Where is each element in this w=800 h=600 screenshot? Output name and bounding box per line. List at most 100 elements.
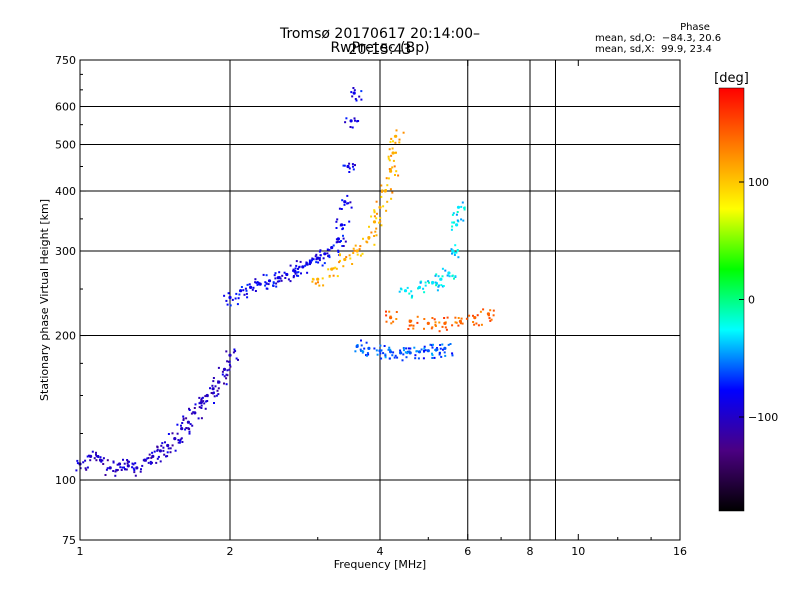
echo-point (381, 190, 383, 193)
echo-point (95, 459, 98, 462)
trace-point (456, 205, 461, 209)
echo-point (106, 467, 109, 470)
echo-point (262, 273, 265, 276)
echo-point (228, 368, 231, 371)
echo-point (115, 468, 118, 471)
echo-point (472, 314, 474, 317)
echo-point (297, 267, 299, 270)
echo-point (210, 392, 213, 394)
echo-point (328, 275, 331, 278)
echo-point (148, 453, 151, 456)
echo-point (181, 422, 184, 424)
echo-point (308, 259, 311, 262)
echo-point (414, 357, 417, 360)
echo-point (76, 459, 79, 462)
echo-point (254, 278, 257, 281)
echo-point (477, 324, 480, 327)
echo-point (112, 460, 115, 463)
echo-point (213, 395, 216, 398)
echo-point (402, 353, 405, 356)
echo-point (141, 464, 144, 467)
echo-point (368, 225, 370, 228)
echo-point (479, 310, 482, 313)
echo-point (344, 121, 347, 124)
echo-point (412, 327, 415, 330)
echo-point (151, 451, 154, 454)
echo-point (390, 154, 393, 157)
trace-point (217, 380, 221, 384)
echo-point (489, 309, 492, 312)
y-tick-label: 200 (55, 330, 76, 343)
echo-point (388, 346, 391, 349)
echo-point (405, 351, 408, 354)
echo-point (381, 189, 384, 192)
echo-point (492, 314, 495, 317)
echo-point (123, 462, 126, 465)
echo-point (405, 347, 408, 350)
trace-point (417, 350, 422, 354)
echo-point (431, 326, 434, 329)
echo-point (460, 317, 463, 320)
chart-subtitle: RwPretec (Bp) (330, 40, 430, 56)
echo-point (203, 402, 206, 405)
echo-point (344, 240, 347, 243)
echo-point (357, 120, 360, 122)
echo-point (454, 316, 457, 319)
echo-point (424, 281, 427, 284)
echo-point (354, 98, 357, 100)
echo-point (226, 374, 229, 377)
echo-point (284, 277, 287, 279)
echo-point (492, 309, 495, 312)
echo-point (443, 317, 446, 319)
echo-point (126, 459, 129, 461)
echo-point (319, 254, 322, 257)
echo-point (185, 417, 188, 420)
echo-point (455, 213, 458, 216)
echo-point (256, 283, 259, 286)
echo-point (240, 286, 243, 288)
echo-point (343, 224, 346, 226)
trace-point (89, 454, 93, 458)
echo-point (422, 287, 425, 290)
echo-point (428, 281, 430, 284)
echo-point (359, 348, 362, 351)
echo-point (392, 140, 394, 143)
echo-point (343, 203, 346, 206)
trace-point (340, 223, 344, 227)
echo-point (198, 406, 201, 409)
echo-point (361, 252, 364, 255)
y-tick-label: 500 (55, 139, 76, 152)
trace-point (355, 249, 359, 253)
echo-point (327, 268, 330, 271)
echo-point (84, 467, 87, 470)
echo-point (341, 199, 344, 202)
y-axis: 75 100 200 300 400 500 600 750 (55, 54, 680, 547)
echo-point (406, 286, 409, 289)
echo-point (376, 212, 378, 215)
trace-point (276, 276, 280, 280)
echo-point (366, 352, 369, 355)
echo-point (343, 164, 346, 167)
echo-point (416, 315, 419, 318)
echo-point (182, 417, 185, 420)
echo-point (342, 164, 345, 167)
echo-point (84, 459, 87, 462)
echo-point (289, 280, 292, 283)
echo-point (318, 284, 321, 287)
echo-point (265, 282, 268, 285)
echo-point (201, 396, 204, 399)
echo-point (423, 327, 425, 330)
echo-point (76, 462, 79, 465)
echo-point (133, 471, 136, 474)
echo-point (124, 468, 127, 471)
echo-point (442, 285, 445, 287)
echo-point (345, 256, 348, 259)
echo-point (226, 369, 229, 372)
echo-point (385, 310, 387, 313)
echo-point (278, 280, 281, 283)
echo-point (395, 170, 398, 173)
echo-point (408, 292, 411, 295)
echo-point (460, 218, 463, 221)
echo-point (461, 201, 464, 204)
